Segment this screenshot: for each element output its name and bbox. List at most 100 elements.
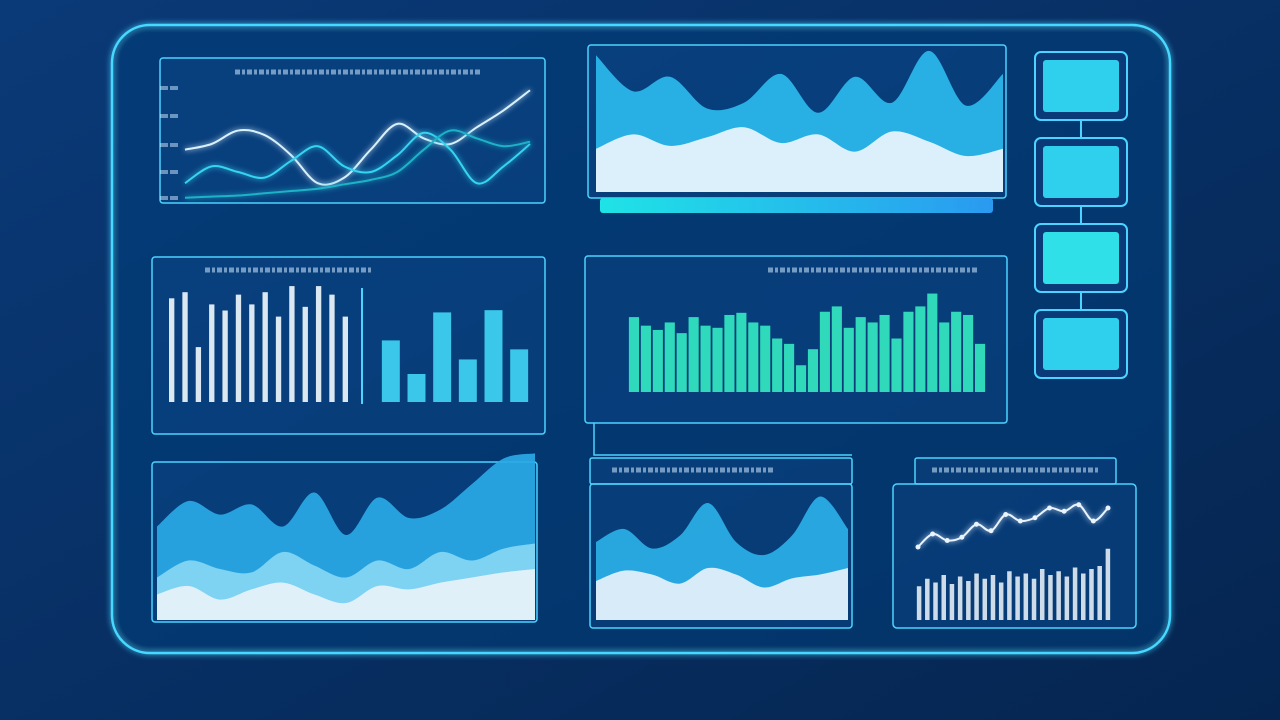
bar xyxy=(664,322,675,392)
bar xyxy=(915,306,926,392)
point xyxy=(988,528,994,534)
bar xyxy=(235,294,242,402)
bar xyxy=(315,286,322,402)
point xyxy=(915,544,921,550)
bar xyxy=(484,310,503,402)
bar xyxy=(510,349,529,402)
bar xyxy=(458,359,477,402)
bar xyxy=(182,292,188,402)
bar xyxy=(275,316,282,402)
panel xyxy=(159,57,546,204)
illegible-ticks xyxy=(160,86,180,200)
bar xyxy=(262,292,268,402)
bar xyxy=(990,575,996,620)
point xyxy=(1047,505,1053,511)
point xyxy=(1090,518,1096,524)
bar xyxy=(925,578,930,620)
bar xyxy=(974,573,979,620)
point xyxy=(930,531,936,537)
bar xyxy=(891,338,902,392)
area xyxy=(596,127,1003,192)
bar xyxy=(169,298,175,402)
point xyxy=(944,538,950,543)
bar xyxy=(676,333,687,392)
bar xyxy=(949,584,955,620)
bar xyxy=(998,582,1004,620)
point xyxy=(1003,512,1009,517)
bar xyxy=(628,317,640,392)
bar xyxy=(760,325,771,392)
bar xyxy=(1039,569,1045,620)
point xyxy=(973,521,979,527)
bar xyxy=(407,374,426,402)
area xyxy=(596,567,848,620)
bar xyxy=(724,314,735,392)
area xyxy=(157,569,535,620)
bar xyxy=(712,327,723,392)
point xyxy=(1017,518,1023,524)
bar xyxy=(951,311,962,392)
bar xyxy=(939,322,950,392)
bar xyxy=(784,343,795,392)
bar xyxy=(736,312,747,392)
bar xyxy=(652,329,663,392)
bar xyxy=(1097,566,1102,620)
point xyxy=(1032,515,1038,521)
bar xyxy=(1072,567,1078,620)
bar xyxy=(289,286,295,402)
bar xyxy=(807,349,819,392)
bar xyxy=(1007,571,1012,620)
flow-column xyxy=(1034,51,1128,379)
bar xyxy=(302,306,308,402)
bar xyxy=(222,310,228,402)
bar xyxy=(819,311,830,392)
bar xyxy=(933,582,938,620)
point xyxy=(959,534,965,540)
bar xyxy=(329,294,335,402)
bar xyxy=(966,581,971,620)
bar xyxy=(843,327,854,392)
bar xyxy=(1048,575,1053,620)
bar xyxy=(640,325,651,392)
bar xyxy=(795,365,807,392)
bar xyxy=(916,586,922,620)
bar xyxy=(957,576,963,620)
bar xyxy=(1031,578,1037,620)
bar xyxy=(381,340,400,402)
bar xyxy=(1015,576,1020,620)
bar xyxy=(433,312,452,402)
progress-strip xyxy=(600,198,993,213)
bar xyxy=(867,322,878,392)
bar xyxy=(1056,571,1061,620)
bar xyxy=(831,306,842,392)
bar xyxy=(974,343,986,392)
bar xyxy=(963,314,974,392)
bar xyxy=(1023,573,1029,620)
bar xyxy=(903,311,914,392)
bar xyxy=(927,293,938,392)
bar xyxy=(209,304,215,402)
bar xyxy=(688,317,699,392)
bar xyxy=(1064,576,1070,620)
bar xyxy=(1089,569,1094,620)
bar xyxy=(941,575,946,620)
bar xyxy=(195,347,202,402)
point xyxy=(1076,502,1082,508)
line xyxy=(184,129,531,199)
point xyxy=(1061,508,1067,514)
connector xyxy=(593,423,852,456)
bar xyxy=(772,338,783,392)
line xyxy=(184,89,531,186)
bar xyxy=(879,314,890,392)
bar xyxy=(700,325,711,392)
line xyxy=(184,131,531,185)
bar xyxy=(1081,573,1086,620)
bar xyxy=(1105,548,1111,620)
bar xyxy=(249,304,255,402)
bar xyxy=(982,578,988,620)
point xyxy=(1105,505,1111,511)
bar xyxy=(855,317,866,392)
bar xyxy=(748,322,759,392)
